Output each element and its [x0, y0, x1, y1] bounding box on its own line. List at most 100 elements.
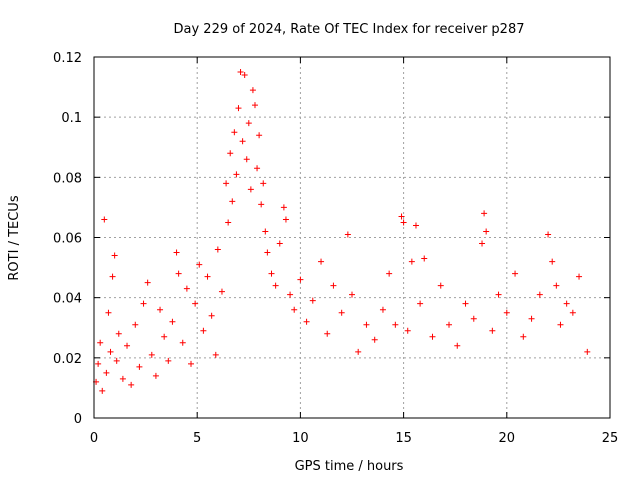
data-point: [247, 186, 254, 193]
x-tick-label: 5: [193, 431, 201, 446]
data-point: [557, 321, 564, 328]
x-tick-label: 15: [395, 431, 412, 446]
data-point: [237, 69, 244, 76]
data-point: [489, 327, 496, 334]
data-point: [243, 156, 250, 163]
data-point: [536, 291, 543, 298]
data-point: [446, 321, 453, 328]
data-point: [495, 291, 502, 298]
data-point: [212, 351, 219, 358]
y-axis-label: ROTI / TECUs: [7, 195, 22, 280]
data-point: [520, 333, 527, 340]
data-point: [483, 228, 490, 235]
y-tick-label: 0.06: [53, 232, 82, 247]
data-point: [101, 216, 108, 223]
data-point: [512, 270, 519, 277]
data-point: [128, 381, 135, 388]
data-point: [231, 129, 238, 136]
data-point: [282, 216, 289, 223]
data-point: [503, 309, 510, 316]
data-point: [200, 327, 207, 334]
data-point: [386, 270, 393, 277]
data-point: [161, 333, 168, 340]
chart-title: Day 229 of 2024, Rate Of TEC Index for r…: [174, 22, 525, 37]
data-point: [227, 150, 234, 157]
data-point: [233, 171, 240, 178]
data-point: [576, 273, 583, 280]
data-point: [349, 291, 355, 298]
data-point: [584, 348, 591, 355]
x-tick-label: 0: [90, 431, 98, 446]
data-point: [417, 300, 424, 307]
data-point: [287, 291, 294, 298]
data-point: [462, 300, 469, 307]
data-point: [223, 180, 230, 187]
data-point: [268, 270, 275, 277]
data-point: [398, 213, 405, 220]
data-point: [421, 255, 428, 262]
data-point: [264, 249, 271, 256]
data-point: [229, 198, 236, 205]
y-tick-label: 0.02: [53, 352, 82, 367]
data-point: [363, 321, 370, 328]
data-point: [235, 105, 242, 112]
data-point: [254, 165, 261, 172]
data-point: [103, 369, 110, 376]
data-point: [553, 282, 560, 289]
data-point: [111, 252, 118, 259]
x-tick-label: 10: [292, 431, 309, 446]
data-point: [109, 273, 116, 280]
data-point: [241, 72, 248, 79]
data-point: [344, 231, 351, 238]
data-point: [107, 348, 114, 355]
data-point: [297, 276, 304, 283]
data-point: [437, 282, 444, 289]
data-point: [136, 363, 143, 370]
data-point: [324, 330, 331, 337]
data-point: [204, 273, 211, 280]
data-point: [115, 330, 122, 337]
data-point: [157, 306, 164, 313]
data-point: [549, 258, 556, 265]
data-point: [140, 300, 147, 307]
data-point: [470, 315, 477, 322]
data-point: [563, 300, 570, 307]
data-point: [97, 339, 104, 346]
data-point: [192, 300, 199, 307]
data-point: [169, 318, 176, 325]
data-point: [276, 240, 283, 247]
data-point: [309, 297, 316, 304]
data-point: [99, 387, 106, 394]
data-point: [528, 315, 535, 322]
axis-ticks: 0 5 10 15 20 25 0 0.02 0.04 0.06 0.08 0.1 0.12: [53, 51, 618, 446]
data-point: [245, 120, 252, 127]
data-point: [408, 258, 415, 265]
data-point: [338, 309, 345, 316]
data-point: [330, 282, 337, 289]
data-point: [303, 318, 310, 325]
data-point: [258, 201, 265, 208]
data-point: [280, 204, 287, 211]
data-point: [113, 357, 120, 364]
gridlines: [94, 57, 610, 418]
data-point: [214, 246, 221, 253]
data-point: [152, 372, 159, 379]
data-point: [208, 312, 215, 319]
data-point: [404, 327, 411, 334]
plot-frame: [93, 56, 611, 419]
data-point: [479, 240, 486, 247]
data-point: [355, 348, 362, 355]
data-point: [225, 219, 232, 226]
data-point: [239, 138, 246, 145]
data-point: [429, 333, 436, 340]
data-point: [272, 282, 279, 289]
data-point: [175, 270, 182, 277]
data-point: [569, 309, 576, 316]
y-tick-label: 0.12: [53, 51, 82, 66]
data-point: [119, 375, 126, 382]
data-point: [412, 222, 419, 229]
data-point: [196, 261, 203, 268]
x-axis-label: GPS time / hours: [295, 459, 404, 474]
data-point: [251, 102, 258, 109]
